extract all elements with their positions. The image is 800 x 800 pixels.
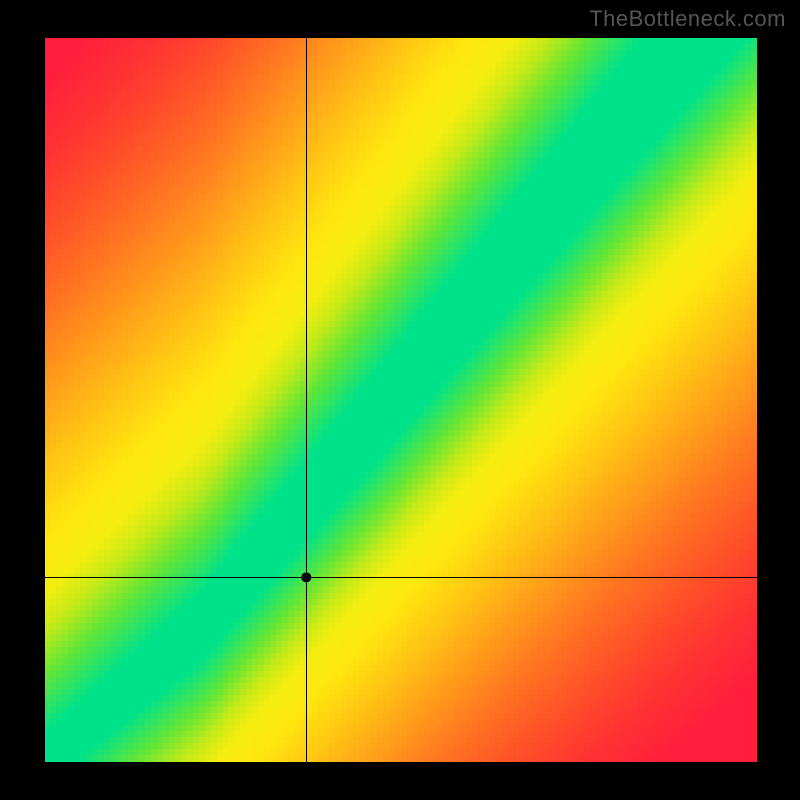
- chart-container: TheBottleneck.com: [0, 0, 800, 800]
- watermark-text: TheBottleneck.com: [589, 6, 786, 32]
- heatmap-chart: [45, 38, 757, 762]
